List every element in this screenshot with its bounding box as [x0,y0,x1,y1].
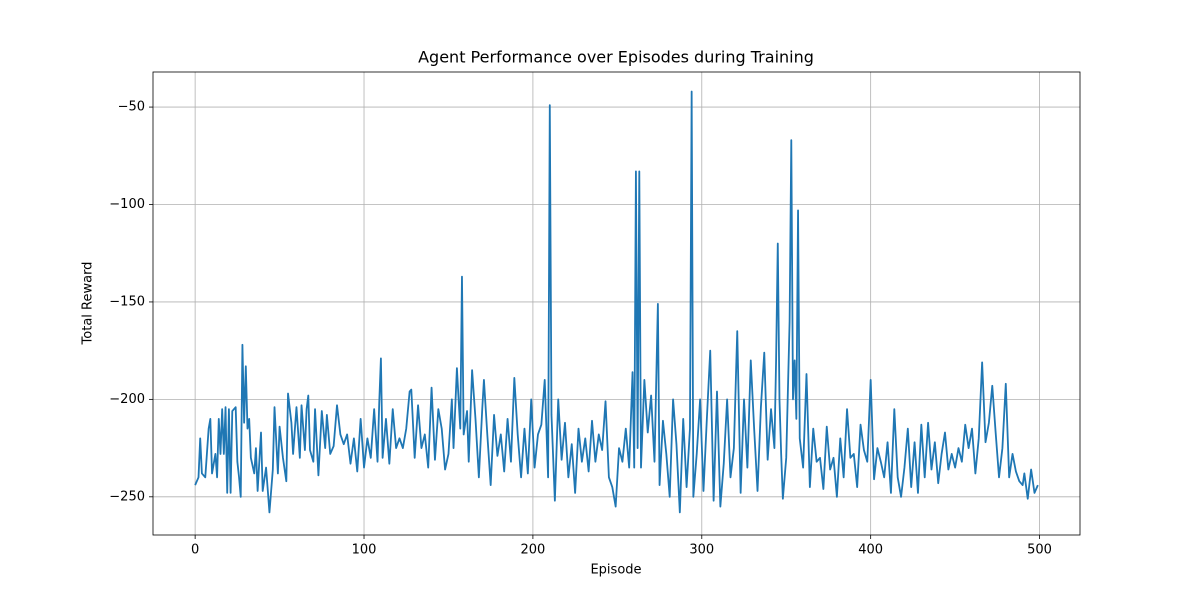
x-tick-label: 0 [191,543,199,558]
x-tick-label: 500 [1027,543,1052,558]
x-axis-label: Episode [590,563,641,578]
data-line [194,90,1039,514]
chart-title: Agent Performance over Episodes during T… [418,48,814,67]
x-tick-label: 200 [520,543,545,558]
y-tick-label: −200 [109,392,145,407]
plot-frame [152,71,1081,536]
y-tick-label: −100 [109,197,145,212]
x-tick-label: 400 [858,543,883,558]
y-tick-label: −50 [118,100,145,115]
x-tick-label: 100 [352,543,377,558]
y-axis-label: Total Reward [81,262,96,346]
x-tick-label: 300 [689,543,714,558]
y-tick-label: −150 [109,294,145,309]
y-tick-label: −250 [109,489,145,504]
